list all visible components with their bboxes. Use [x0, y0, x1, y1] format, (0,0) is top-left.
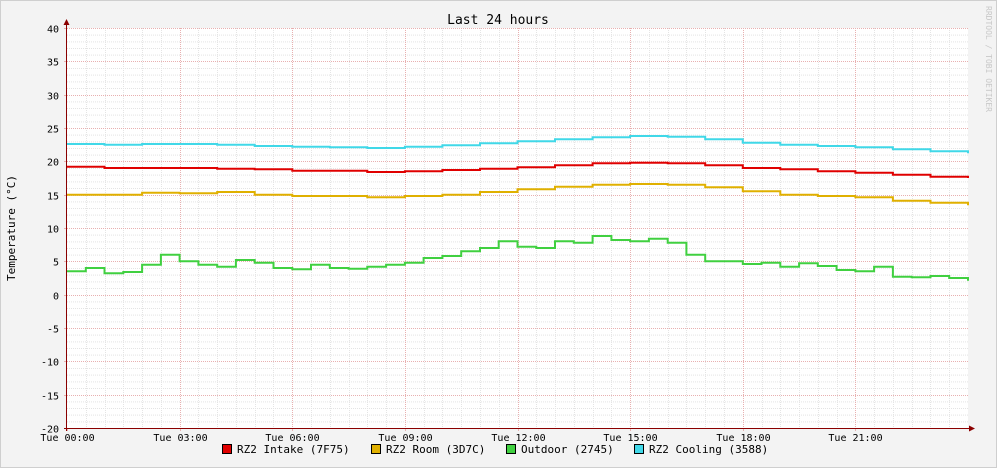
y-tick-label: -15: [41, 392, 59, 403]
x-tick-labels: Tue 00:00 Tue 03:00 Tue 06:00 Tue 09:00 Tue …: [40, 433, 882, 444]
series-line-1: [67, 161, 969, 178]
legend: RZ2 Intake (7F75) RZ2 Room (3D7C) Outdoor …: [222, 443, 768, 456]
series-line-4: [67, 135, 969, 154]
x-axis-arrow: [969, 425, 975, 432]
y-tick-label: 30: [47, 92, 59, 103]
watermark: RRDTOOL / TOBI OETIKER: [984, 6, 993, 112]
y-tick-label: -20: [41, 425, 59, 436]
y-tick-labels: -20 -15 -10 -5 0 5 10 15 20 25 30 35 40: [41, 25, 59, 436]
y-tick-label: 25: [47, 125, 59, 136]
legend-label-1: RZ2 Intake (7F75): [237, 443, 350, 456]
legend-swatch-4: [634, 444, 644, 454]
x-tick-label: Tue 15:00: [603, 433, 657, 444]
y-tick-label: 15: [47, 192, 59, 203]
x-tick-label: Tue 03:00: [153, 433, 207, 444]
x-tick-label: Tue 00:00: [40, 433, 94, 444]
legend-label-4: RZ2 Cooling (3588): [649, 443, 768, 456]
y-tick-label: 40: [47, 25, 59, 36]
y-tick-label: 20: [47, 158, 59, 169]
series-line-2: [67, 183, 969, 206]
y-axis-arrow: [63, 19, 70, 25]
y-tick-label: 0: [53, 292, 59, 303]
axes: [63, 19, 975, 432]
chart-title: Last 24 hours: [447, 13, 549, 28]
y-tick-label: -10: [41, 358, 59, 369]
x-tick-label: Tue 06:00: [265, 433, 319, 444]
x-tick-label: Tue 09:00: [378, 433, 432, 444]
y-tick-label: 35: [47, 58, 59, 69]
legend-swatch-2: [371, 444, 381, 454]
x-tick-label: Tue 12:00: [491, 433, 545, 444]
legend-label-2: RZ2 Room (3D7C): [386, 443, 485, 456]
legend-swatch-1: [222, 444, 232, 454]
y-axis-label: Temperature (°C): [5, 175, 18, 281]
y-tick-label: -5: [47, 325, 59, 336]
series-line-3: [67, 235, 969, 281]
legend-swatch-3: [506, 444, 516, 454]
x-tick-label: Tue 18:00: [716, 433, 770, 444]
y-tick-label: 10: [47, 225, 59, 236]
legend-label-3: Outdoor (2745): [521, 443, 614, 456]
y-tick-label: 5: [53, 258, 59, 269]
x-tick-label: Tue 21:00: [828, 433, 882, 444]
series-layer: [67, 135, 969, 281]
